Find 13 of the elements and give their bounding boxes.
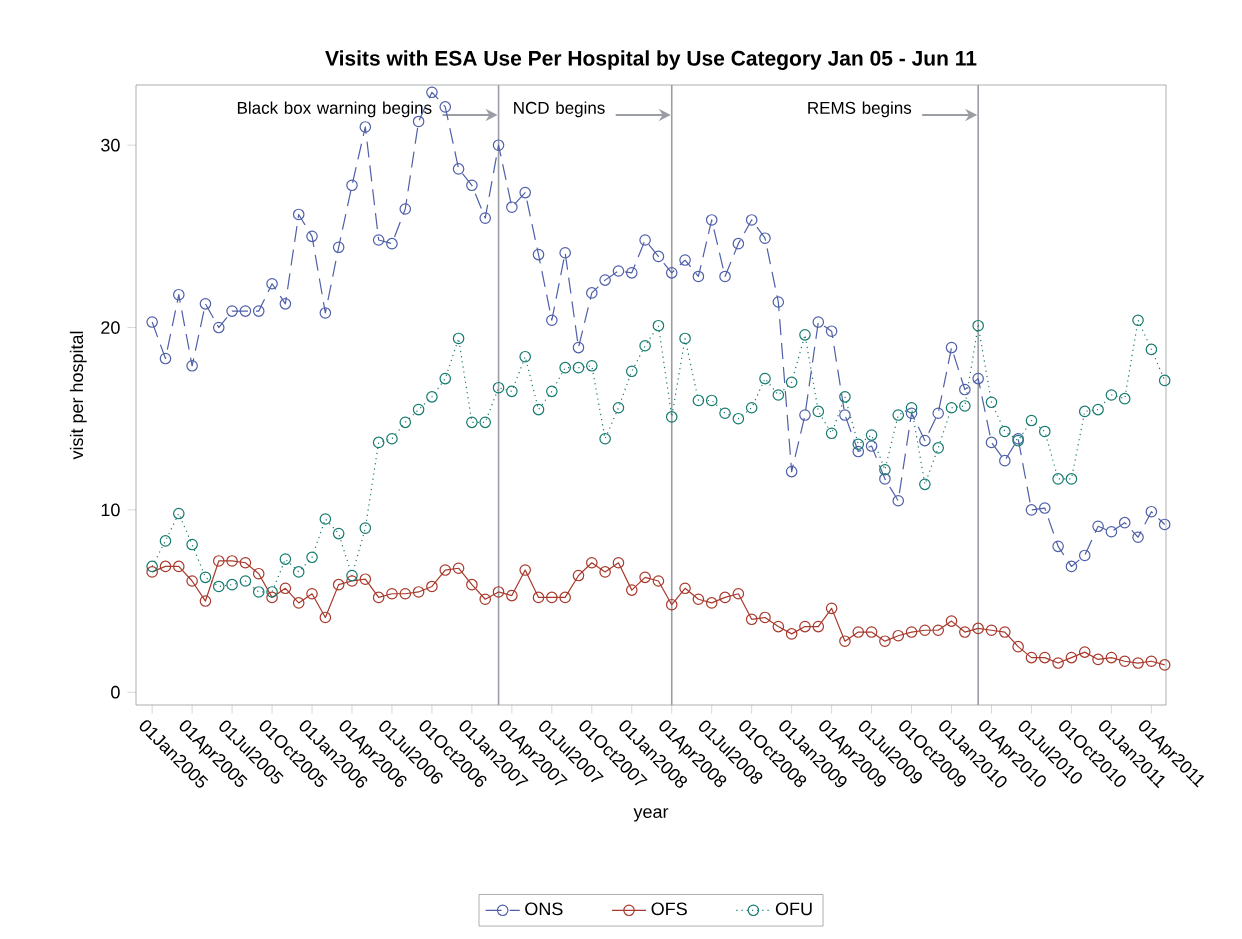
legend-label: ONS: [525, 902, 563, 916]
ref-line-label: Black box warning begins: [237, 101, 432, 118]
legend-label: OFU: [775, 902, 812, 916]
ref-line-label: NCD begins: [514, 101, 605, 118]
y-tick-label: 10: [101, 503, 120, 517]
y-tick-label: 20: [101, 321, 120, 334]
chart-title: Visits with ESA Use Per Hospital by Use Category Jan 05 - Jun 11: [325, 50, 977, 70]
y-axis-title: visit per hospital: [69, 331, 87, 460]
ref-line-label: REMS begins: [808, 101, 912, 118]
y-tick-label: 30: [101, 138, 120, 152]
legend-label: OFS: [651, 902, 687, 916]
x-axis-title: year: [633, 808, 669, 822]
y-tick-label: 0: [111, 685, 120, 699]
